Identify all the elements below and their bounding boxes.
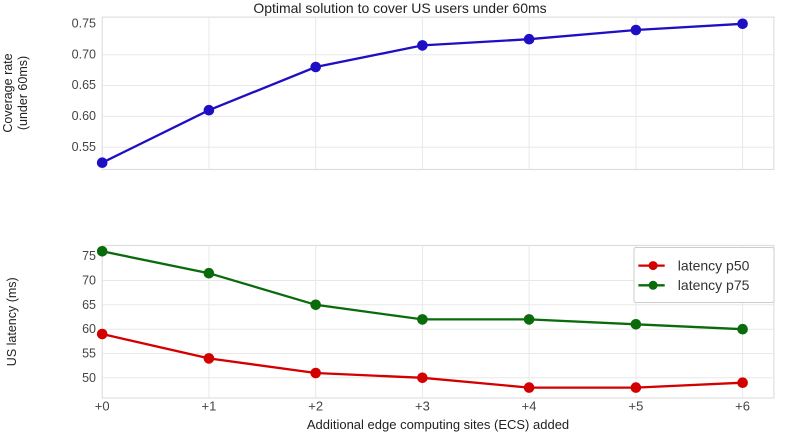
svg-text:0.60: 0.60 [72, 109, 96, 123]
svg-text:+5: +5 [628, 399, 643, 414]
svg-text:+2: +2 [308, 399, 323, 414]
svg-text:+1: +1 [201, 399, 216, 414]
svg-text:70: 70 [82, 274, 96, 288]
svg-text:0.75: 0.75 [72, 17, 96, 31]
svg-text:65: 65 [82, 298, 96, 312]
svg-text:0.65: 0.65 [72, 78, 96, 92]
svg-text:latency p75: latency p75 [678, 277, 750, 293]
svg-text:Coverage rate: Coverage rate [1, 53, 15, 132]
svg-text:latency p50: latency p50 [678, 258, 750, 274]
svg-text:+4: +4 [522, 399, 537, 414]
svg-text:0.70: 0.70 [72, 47, 96, 61]
svg-text:(under 60ms): (under 60ms) [16, 56, 30, 130]
svg-text:+0: +0 [95, 399, 110, 414]
svg-text:60: 60 [82, 322, 96, 336]
svg-text:75: 75 [82, 249, 96, 263]
svg-text:+6: +6 [735, 399, 750, 414]
svg-text:+3: +3 [415, 399, 430, 414]
svg-text:55: 55 [82, 347, 96, 361]
svg-text:US latency (ms): US latency (ms) [5, 277, 19, 366]
svg-text:0.55: 0.55 [72, 140, 96, 154]
svg-text:50: 50 [82, 371, 96, 385]
svg-text:Optimal solution to cover US u: Optimal solution to cover US users under… [253, 0, 546, 16]
svg-text:Additional edge computing site: Additional edge computing sites (ECS) ad… [307, 417, 569, 432]
